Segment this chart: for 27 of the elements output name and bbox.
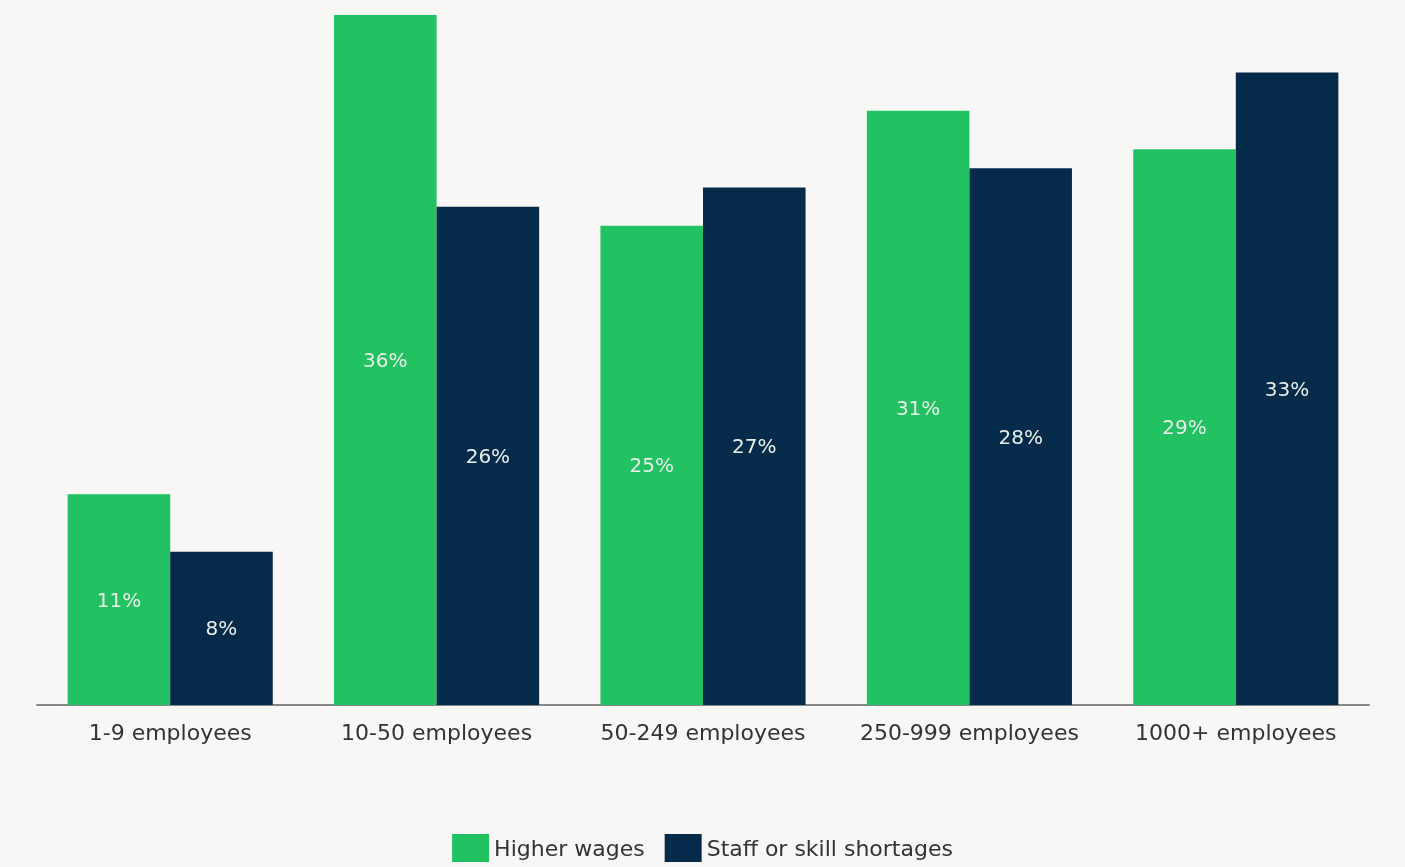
x-tick-label: 1000+ employees	[1135, 719, 1337, 745]
data-label: 25%	[629, 453, 674, 478]
data-label: 11%	[96, 587, 142, 612]
bar	[866, 110, 970, 705]
data-label: 29%	[1162, 415, 1207, 440]
bar	[969, 168, 1072, 705]
x-tick-label: 10-50 employees	[341, 719, 533, 745]
data-label: 27%	[732, 434, 777, 459]
bar	[334, 15, 437, 705]
bar	[1133, 149, 1236, 705]
data-label: 8%	[205, 616, 238, 641]
legend-label: Higher wages	[494, 835, 645, 861]
data-label: 36%	[363, 348, 408, 372]
data-label: 28%	[998, 424, 1043, 449]
data-label: 26%	[465, 443, 511, 468]
legend-label: Staff or skill shortages	[706, 835, 953, 861]
x-tick-label: 250-999 employees	[859, 719, 1079, 745]
bar	[436, 206, 540, 705]
data-label: 33%	[1264, 376, 1310, 401]
bar	[170, 551, 273, 705]
x-tick-label: 50-249 employees	[600, 719, 806, 745]
bar	[1235, 72, 1339, 705]
data-label: 31%	[895, 395, 941, 420]
bar	[703, 187, 806, 705]
bar	[67, 494, 171, 705]
bar	[600, 225, 703, 705]
x-tick-label: 1-9 employees	[88, 719, 252, 745]
